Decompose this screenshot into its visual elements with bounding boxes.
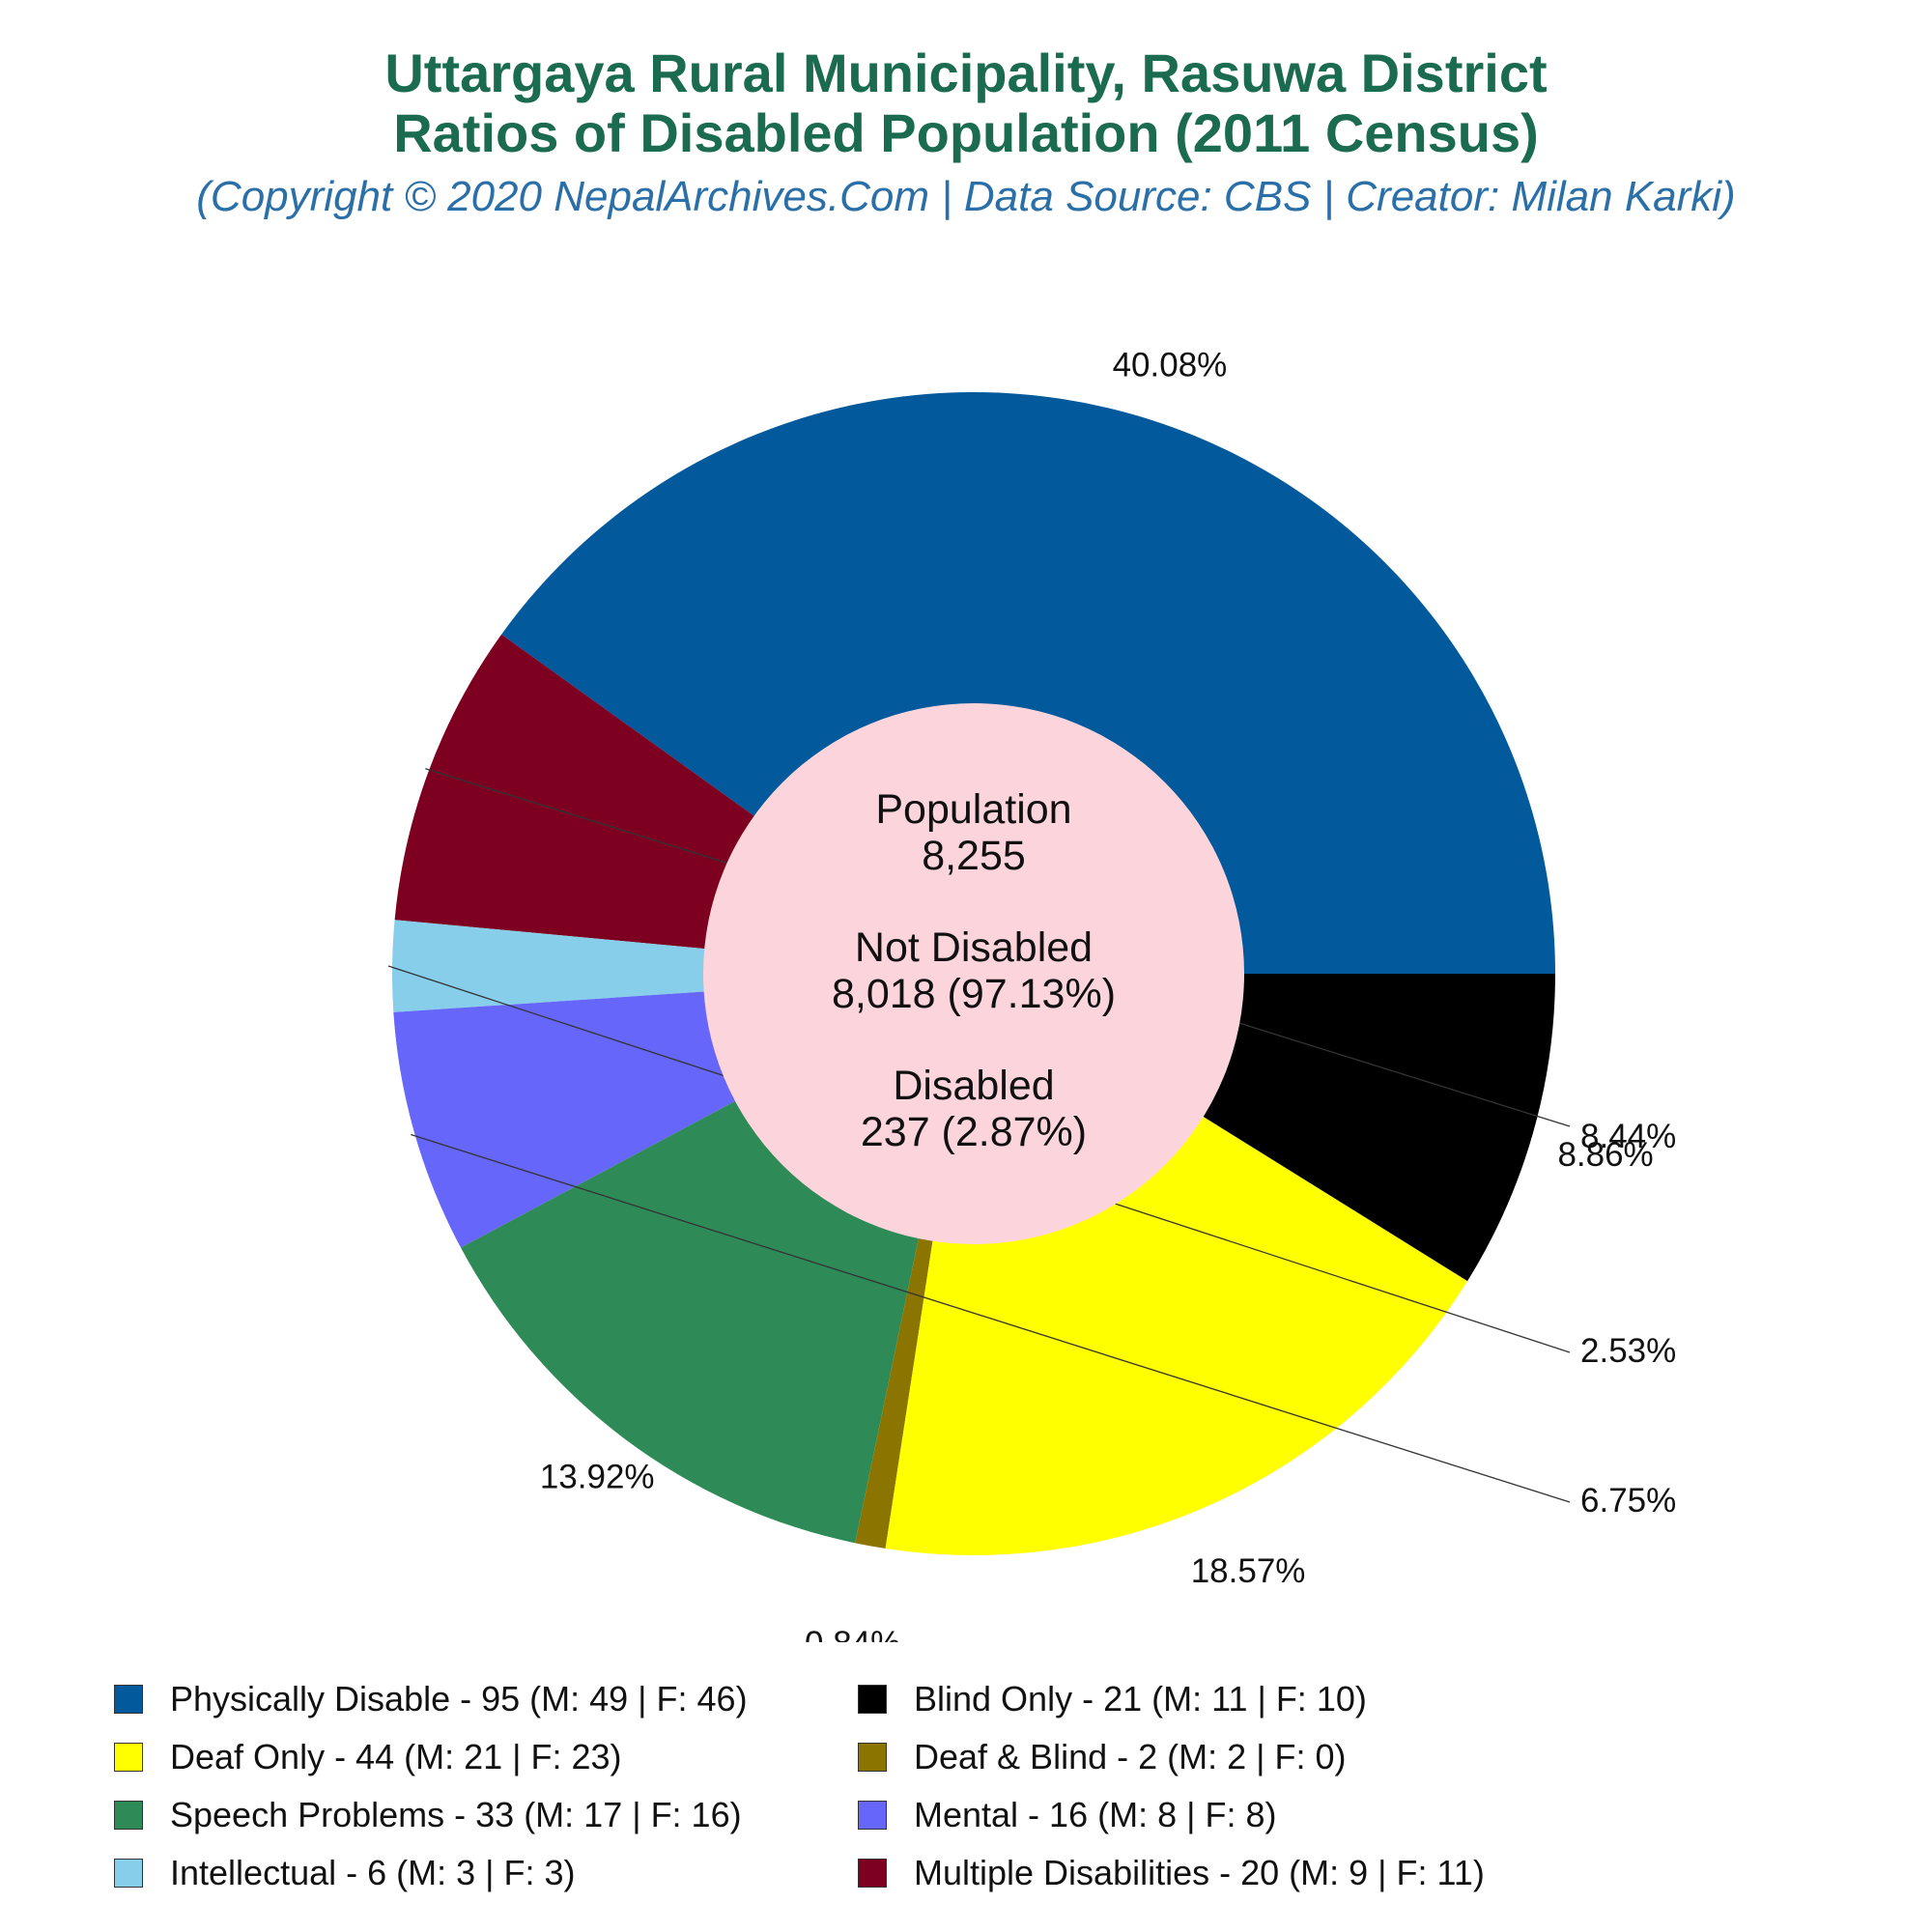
center-disabled-value: 237 (2.87%) — [861, 1109, 1087, 1155]
center-not-disabled-value: 8,018 (97.13%) — [832, 971, 1116, 1017]
label-multiple-disabilities: 8.44% — [1580, 1118, 1676, 1155]
chart-subtitle: (Copyright © 2020 NepalArchives.Com | Da… — [196, 173, 1736, 220]
label-deaf-only: 18.57% — [1191, 1552, 1306, 1590]
legend-label: Speech Problems - 33 (M: 17 | F: 16) — [170, 1794, 742, 1834]
legend-label: Physically Disable - 95 (M: 49 | F: 46) — [170, 1678, 748, 1719]
legend-swatch — [858, 1742, 887, 1772]
center-disabled-label: Disabled — [893, 1063, 1054, 1109]
legend-item-multiple-disabilities: Multiple Disabilities - 20 (M: 9 | F: 11… — [858, 1850, 1727, 1895]
legend-label: Mental - 16 (M: 8 | F: 8) — [914, 1794, 1277, 1834]
legend-item-intellectual: Intellectual - 6 (M: 3 | F: 3) — [114, 1850, 858, 1895]
center-population-label: Population — [875, 786, 1071, 833]
center-not-disabled-label: Not Disabled — [855, 924, 1093, 971]
legend-label: Blind Only - 21 (M: 11 | F: 10) — [914, 1678, 1367, 1719]
legend-label: Deaf & Blind - 2 (M: 2 | F: 0) — [914, 1736, 1347, 1776]
chart-title-line1: Uttargaya Rural Municipality, Rasuwa Dis… — [384, 43, 1548, 103]
leader-mental — [411, 1133, 1571, 1503]
slice-intellectual — [392, 920, 974, 1012]
legend-swatch — [858, 1858, 887, 1888]
legend-swatch — [858, 1684, 887, 1714]
chart-legend: Physically Disable - 95 (M: 49 | F: 46) B… — [114, 1676, 1872, 1895]
legend-swatch — [114, 1800, 143, 1830]
label-deaf-and-blind: 0.84% — [805, 1625, 900, 1642]
label-speech-problems: 13.92% — [540, 1458, 655, 1495]
legend-swatch — [858, 1800, 887, 1830]
legend-item-mental: Mental - 16 (M: 8 | F: 8) — [858, 1792, 1727, 1837]
legend-swatch — [114, 1858, 143, 1888]
slice-physically-disable — [501, 392, 1555, 975]
legend-swatch — [114, 1684, 143, 1714]
legend-label: Deaf Only - 44 (M: 21 | F: 23) — [170, 1736, 622, 1776]
center-circle — [703, 703, 1244, 1244]
legend-item-deaf-and-blind: Deaf & Blind - 2 (M: 2 | F: 0) — [858, 1734, 1727, 1779]
percent-labels: 40.08% 8.44% 2.53% 6.75% 13.92% 0.84% 18.57% 8.… — [540, 347, 1676, 1642]
label-mental: 6.75% — [1580, 1482, 1676, 1520]
donut-chart: 40.08% 8.44% 2.53% 6.75% 13.92% 0.84% 18.57% 8.… — [387, 347, 1676, 1642]
legend-item-deaf-only: Deaf Only - 44 (M: 21 | F: 23) — [114, 1734, 858, 1779]
legend-item-physically-disable: Physically Disable - 95 (M: 49 | F: 46) — [114, 1676, 858, 1721]
legend-label: Intellectual - 6 (M: 3 | F: 3) — [170, 1852, 576, 1892]
legend-item-blind-only: Blind Only - 21 (M: 11 | F: 10) — [858, 1676, 1727, 1721]
legend-swatch — [114, 1742, 143, 1772]
label-intellectual: 2.53% — [1580, 1332, 1676, 1370]
center-population-value: 8,255 — [922, 833, 1026, 879]
label-physically-disable: 40.08% — [1113, 347, 1228, 384]
legend-label: Multiple Disabilities - 20 (M: 9 | F: 11… — [914, 1852, 1485, 1892]
legend-item-speech-problems: Speech Problems - 33 (M: 17 | F: 16) — [114, 1792, 858, 1837]
chart-title-line2: Ratios of Disabled Population (2011 Cens… — [393, 102, 1539, 163]
label-blind-only: 8.86% — [1557, 1136, 1653, 1174]
